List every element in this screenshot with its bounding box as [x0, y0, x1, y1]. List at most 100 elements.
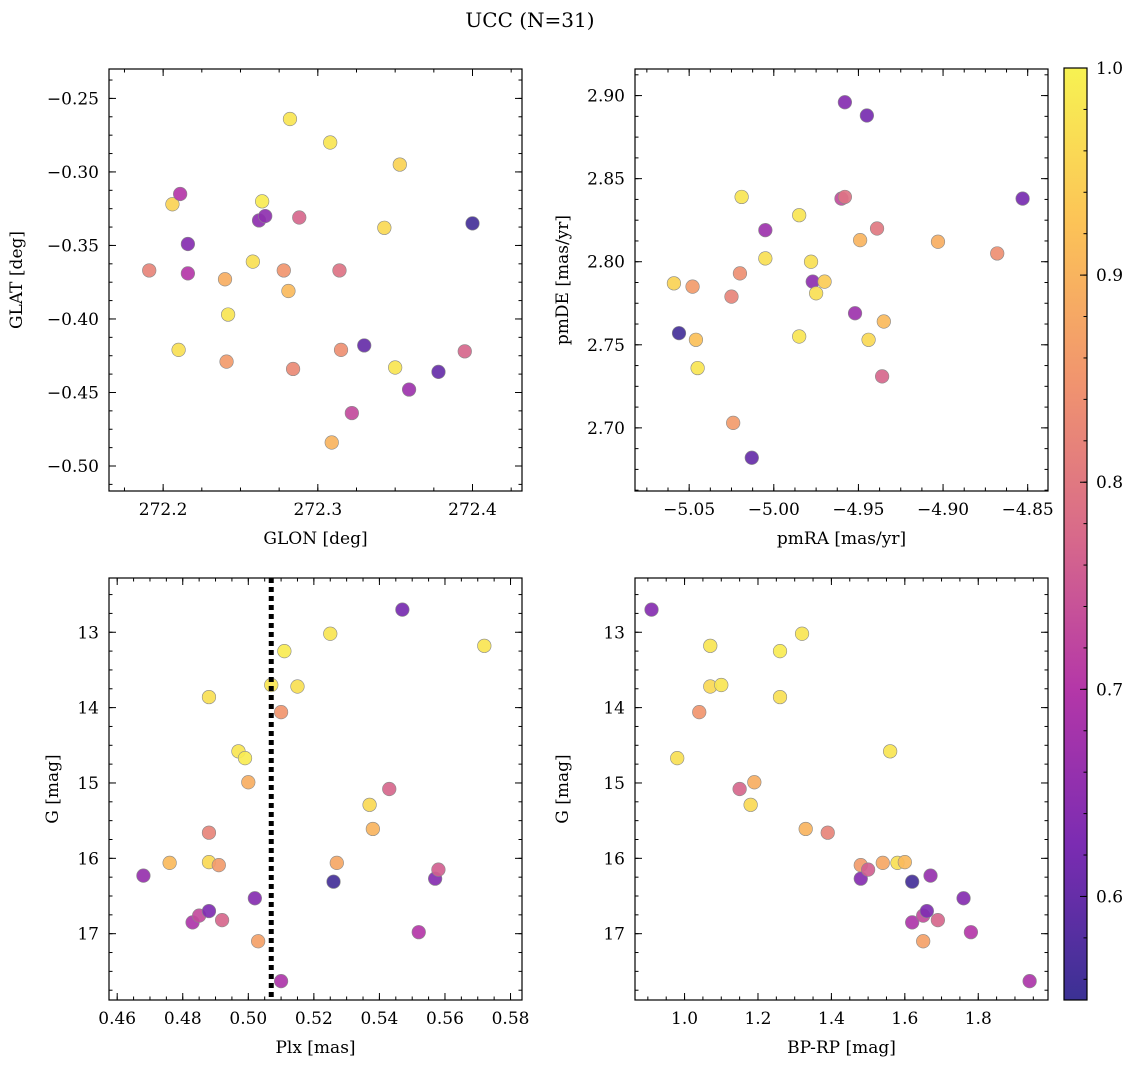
- data-point: [861, 332, 876, 347]
- data-point: [809, 286, 824, 301]
- data-point: [431, 364, 446, 379]
- y-axis-label: pmDE [mas/yr]: [553, 215, 573, 345]
- data-point: [247, 891, 262, 906]
- data-point: [332, 263, 347, 278]
- data-point: [1015, 191, 1030, 206]
- data-point: [329, 855, 344, 870]
- data-point: [282, 111, 298, 127]
- data-point: [221, 307, 236, 322]
- data-point: [395, 602, 410, 617]
- data-point: [281, 283, 296, 299]
- figure-title: UCC (N=31): [465, 8, 594, 32]
- panel-1: 272.2 272.3 272.4 −0.25 −0.30 −0.35 −0.40 −0.45…: [7, 68, 523, 549]
- data-point: [853, 233, 868, 248]
- data-point: [837, 95, 852, 110]
- data-point: [357, 338, 372, 353]
- data-point: [883, 744, 898, 759]
- data-point: [344, 405, 359, 421]
- y-tick-label: 15: [603, 774, 625, 794]
- data-point: [241, 775, 256, 790]
- x-tick-label: 1.4: [818, 1009, 845, 1029]
- data-point: [690, 360, 705, 376]
- data-point: [772, 689, 788, 705]
- data-point: [930, 234, 946, 249]
- data-point: [798, 821, 813, 837]
- data-point: [714, 677, 729, 693]
- x-axis-label: pmRA [mas/yr]: [777, 529, 906, 549]
- y-tick-label: −0.45: [47, 383, 99, 403]
- data-point: [165, 197, 180, 212]
- data-point: [136, 868, 151, 883]
- data-point: [703, 638, 718, 653]
- data-point: [276, 263, 291, 278]
- data-point: [726, 415, 741, 430]
- data-point: [237, 751, 253, 766]
- data-point: [772, 643, 788, 659]
- data-point: [747, 775, 762, 790]
- y-tick-label: 16: [77, 849, 99, 869]
- x-tick-label: 272.3: [293, 500, 342, 520]
- data-point: [290, 679, 305, 694]
- y-tick-label: 2.85: [587, 170, 625, 190]
- data-point: [273, 974, 289, 989]
- y-axis-label: G [mag]: [43, 754, 63, 823]
- data-point: [388, 360, 403, 375]
- data-point: [171, 342, 186, 357]
- x-tick-label: 0.46: [98, 1009, 136, 1029]
- data-point: [333, 342, 349, 357]
- x-axis-label: Plx [mas]: [275, 1038, 355, 1058]
- data-point: [201, 689, 217, 705]
- colorbar: 0.6 0.7 0.8 0.9 1.0: [1063, 59, 1123, 1001]
- panel-4: 1.0 1.2 1.4 1.6 1.8 13 14 15 16 17 BP-RP [mag] G [m…: [553, 577, 1049, 1058]
- x-tick-label: 0.54: [360, 1009, 398, 1029]
- data-point: [859, 108, 874, 123]
- y-tick-label: 14: [603, 699, 625, 719]
- data-point: [382, 781, 397, 797]
- colorbar-tick-label: 0.6: [1096, 887, 1123, 907]
- data-point: [431, 862, 446, 877]
- data-point: [277, 643, 292, 659]
- x-tick-label: 1.2: [744, 1009, 771, 1029]
- data-point: [732, 266, 748, 281]
- y-axis-label: G [mag]: [553, 754, 573, 823]
- data-point: [292, 210, 307, 225]
- x-axis-label: BP-RP [mag]: [787, 1038, 896, 1058]
- axes-frame: [108, 68, 523, 492]
- data-point: [792, 208, 807, 223]
- data-point: [162, 855, 177, 870]
- data-point: [457, 344, 472, 359]
- data-point: [214, 913, 230, 928]
- data-point: [847, 306, 863, 321]
- data-point: [923, 868, 938, 883]
- data-point: [1022, 974, 1037, 989]
- data-point: [930, 913, 945, 928]
- data-point: [326, 874, 341, 889]
- data-point: [273, 705, 289, 720]
- data-point: [963, 925, 979, 940]
- x-tick-label: −4.85: [1002, 500, 1054, 520]
- data-point: [990, 246, 1005, 261]
- data-point: [744, 450, 759, 465]
- axes-frame: [108, 577, 523, 1001]
- colorbar-tick-label: 0.7: [1096, 680, 1123, 700]
- data-point: [875, 855, 890, 870]
- axes-frame: [634, 68, 1049, 492]
- axes-frame: [634, 577, 1049, 1001]
- y-tick-label: 17: [77, 925, 99, 945]
- y-tick-label: 15: [77, 774, 99, 794]
- y-tick-label: 16: [603, 849, 625, 869]
- data-point: [897, 854, 912, 870]
- data-point: [180, 236, 195, 252]
- data-point: [217, 272, 233, 287]
- data-point: [869, 221, 885, 236]
- data-point: [758, 251, 773, 266]
- data-point: [734, 189, 749, 205]
- data-point: [876, 314, 891, 329]
- data-point: [362, 797, 377, 812]
- data-point: [477, 638, 492, 653]
- data-point: [644, 602, 659, 617]
- data-point: [724, 289, 739, 304]
- data-point: [905, 915, 920, 930]
- data-point: [285, 361, 301, 377]
